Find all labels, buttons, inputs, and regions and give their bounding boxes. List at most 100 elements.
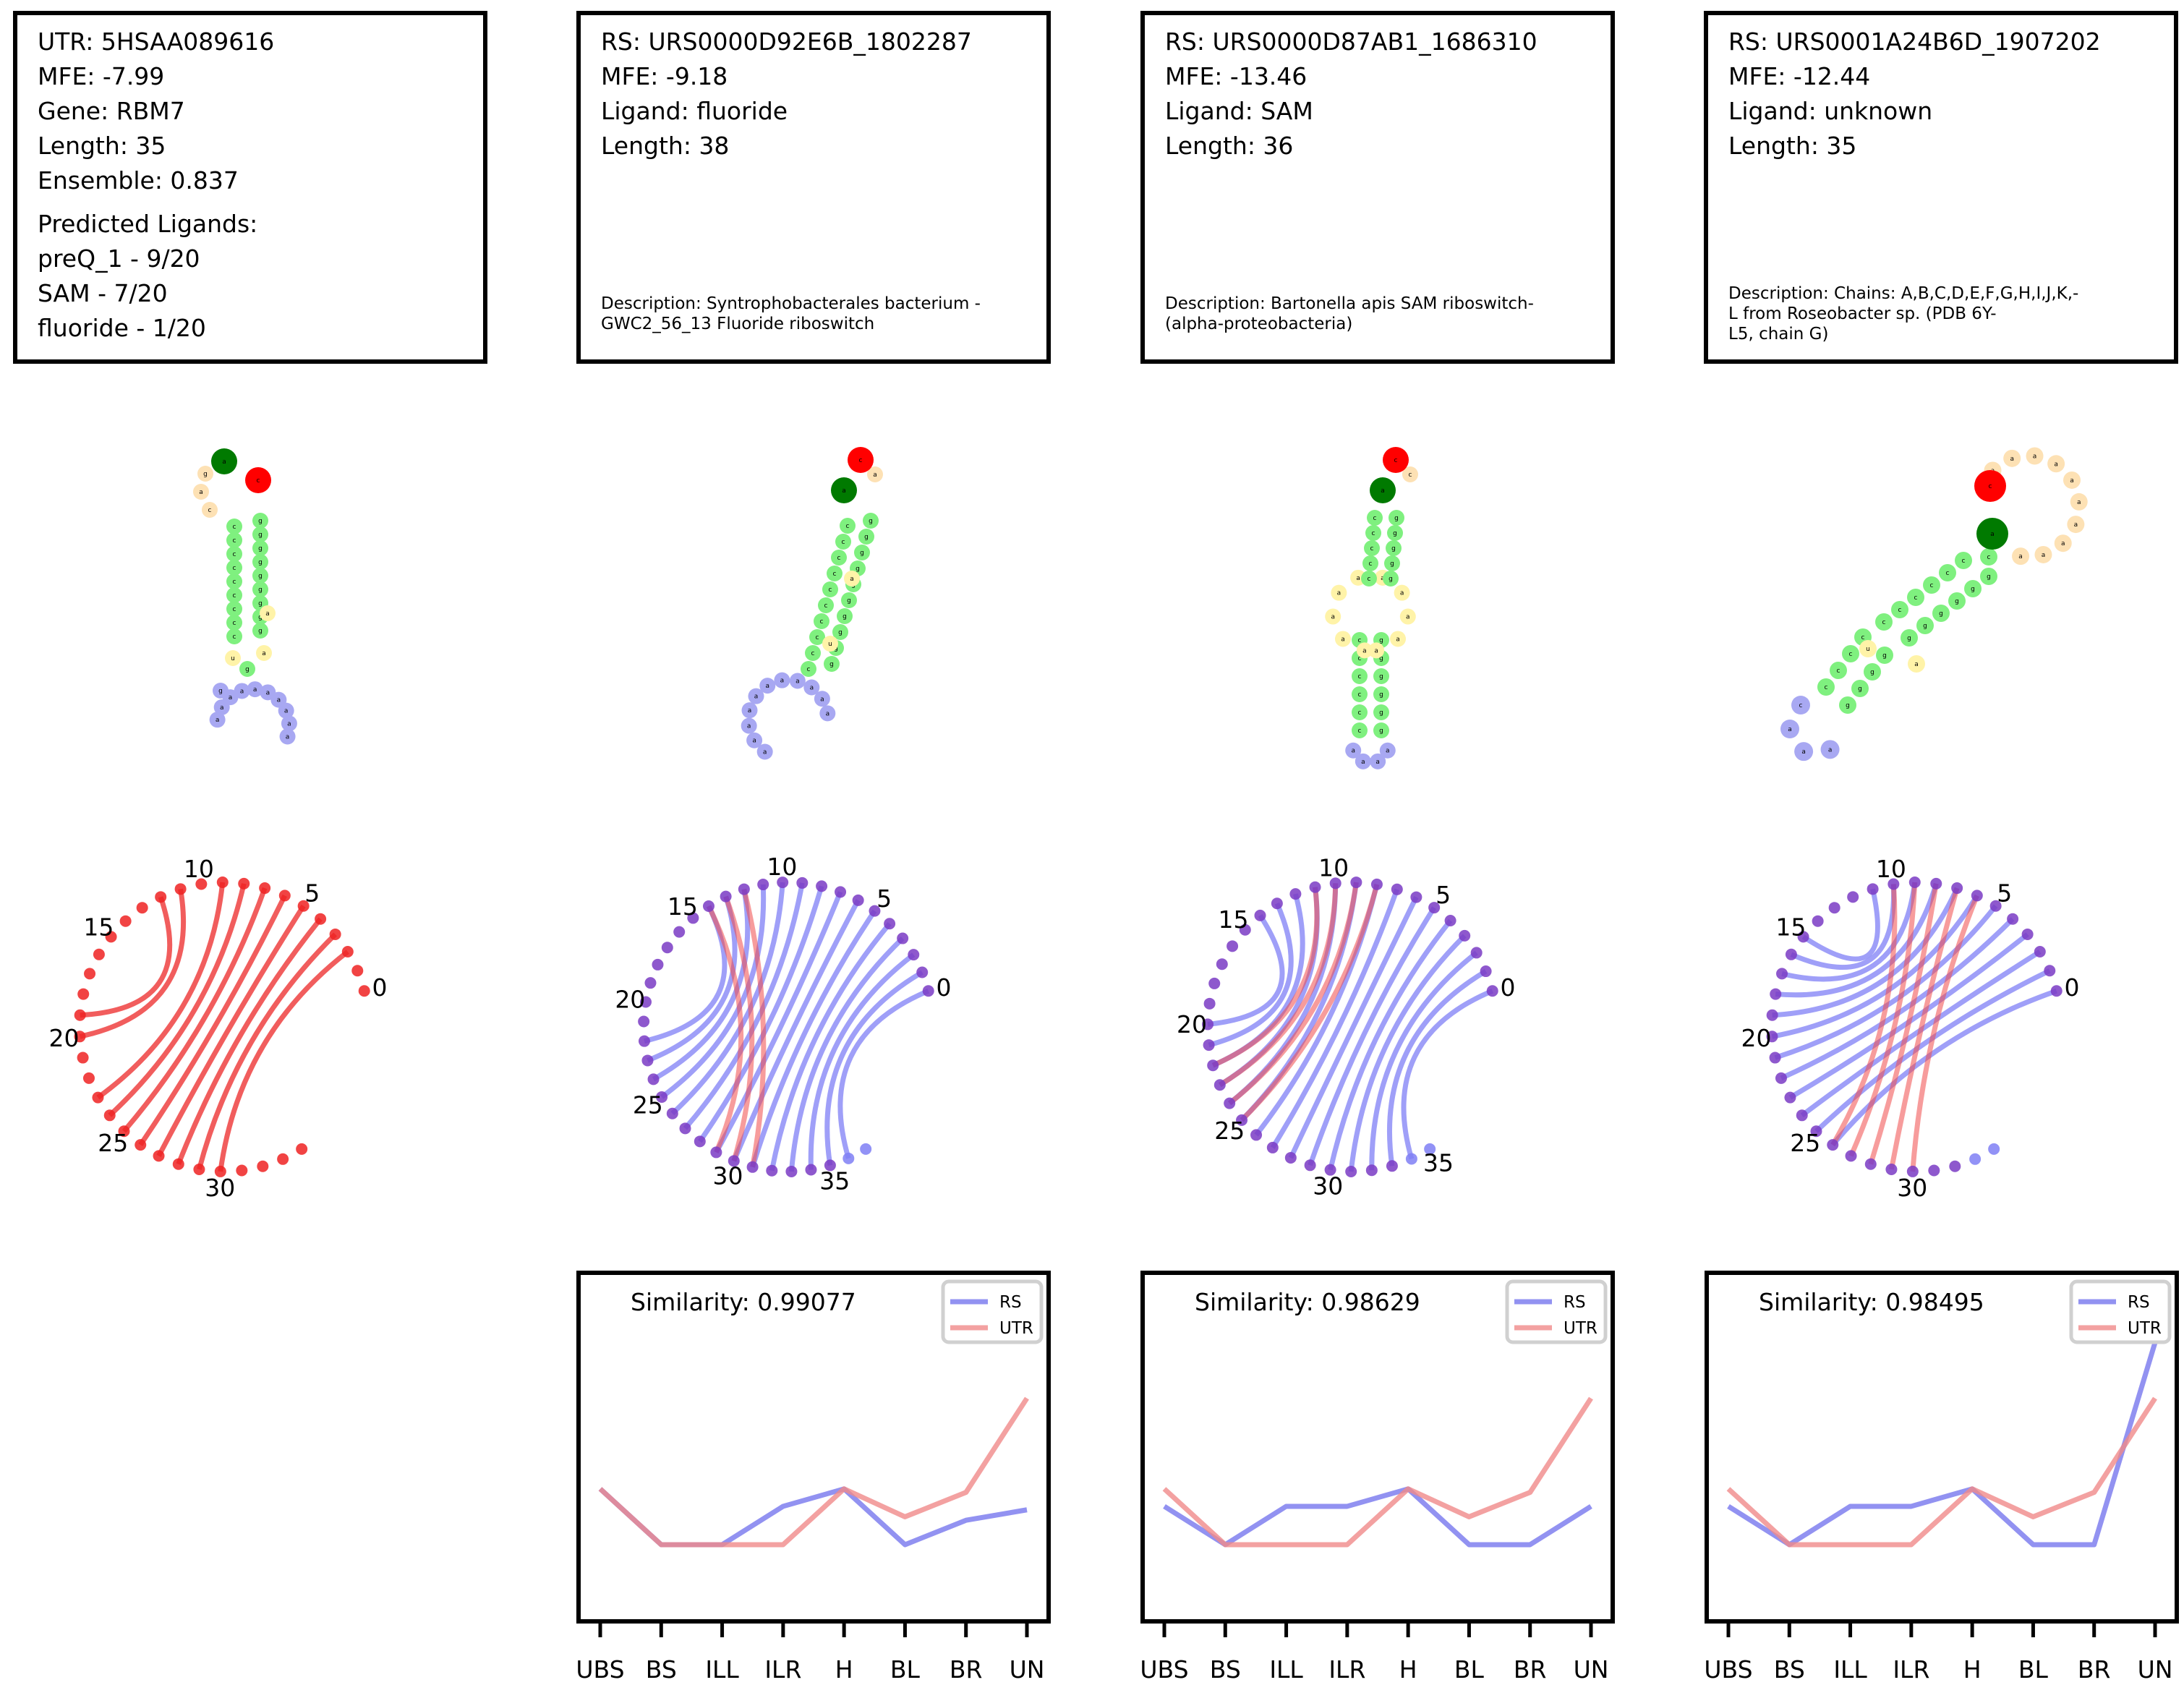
stem-nucleotide xyxy=(827,566,843,581)
base-pair-arc xyxy=(714,891,843,1154)
arc-position-dot xyxy=(785,1165,798,1177)
arc-position-dot xyxy=(852,894,864,906)
five-prime-end-marker xyxy=(1370,477,1396,503)
nucleotide-letter: c xyxy=(233,620,236,627)
stem-nucleotide xyxy=(824,656,840,672)
info-line: Ligand: unknown xyxy=(1728,97,1933,125)
stem-nucleotide xyxy=(1964,580,1982,597)
nucleotide-letter: c xyxy=(1372,530,1375,537)
nucleotide-letter: g xyxy=(258,600,263,607)
arc-position-dot xyxy=(1908,876,1921,889)
stem-nucleotide xyxy=(226,546,242,562)
loop-nucleotide xyxy=(1355,753,1371,769)
arc-position-dot xyxy=(1350,876,1362,889)
base-pair-arc xyxy=(1208,902,1294,1048)
nucleotide-letter: a xyxy=(2061,540,2065,547)
arc-position-dot xyxy=(74,1009,86,1021)
nucleotide-letter: a xyxy=(1396,636,1400,643)
hairpin-nucleotide xyxy=(197,466,213,482)
arc-tick-label: 30 xyxy=(205,1174,235,1202)
arc-tick-label: 30 xyxy=(1897,1174,1927,1202)
base-pair-arc xyxy=(1240,884,1380,1122)
stem-nucleotide xyxy=(1901,629,1918,647)
bulge-nucleotide xyxy=(822,636,838,652)
info-line: Length: 35 xyxy=(38,132,166,160)
nucleotide-letter: c xyxy=(257,477,260,485)
description-line: L from Roseobacter sp. (PDB 6Y- xyxy=(1728,304,1997,323)
base-pair-arc xyxy=(1775,882,1939,998)
x-tick-label: UBS xyxy=(576,1655,624,1684)
arc-position-dot xyxy=(1207,1059,1219,1072)
nucleotide-letter: g xyxy=(1390,560,1394,568)
nucleotide-letter: a xyxy=(1801,748,1806,756)
arc-position-dot xyxy=(746,1161,759,1173)
arc-position-dot xyxy=(2044,965,2056,977)
nucleotide-letter: c xyxy=(811,650,815,657)
series-line-utr xyxy=(1162,1396,1593,1548)
nucleotide-letter: c xyxy=(233,551,236,558)
arc-tick-label: 0 xyxy=(937,973,952,1002)
arc-position-dot xyxy=(647,1073,660,1085)
nucleotide-letter: g xyxy=(1379,709,1383,717)
arc-position-dot xyxy=(1284,1151,1297,1164)
nucleotide-letter: a xyxy=(222,458,226,466)
nucleotide-letter: g xyxy=(1391,545,1396,553)
base-pair-arc xyxy=(1830,988,2057,1147)
arc-position-dot xyxy=(1271,897,1283,910)
nucleotide-letter: g xyxy=(1394,515,1399,522)
nucleotide-letter: c xyxy=(829,586,832,594)
nucleotide-letter: a xyxy=(766,683,770,690)
arc-position-dot xyxy=(1810,1125,1822,1138)
nucleotide-letter: a xyxy=(1375,759,1380,766)
stem-nucleotide xyxy=(822,581,838,597)
arc-position-dot xyxy=(1309,881,1321,893)
stem-nucleotide xyxy=(226,573,242,589)
arc-tick-label: 10 xyxy=(767,853,797,881)
arc-position-dot xyxy=(1951,882,1963,895)
nucleotide-letter: a xyxy=(287,720,291,728)
bulge-nucleotide xyxy=(260,605,276,621)
loop-nucleotide xyxy=(1780,720,1799,738)
stem-nucleotide xyxy=(1384,555,1400,571)
profile-chart-2: UBS BS ILL ILR H BL BR UN Similarity: 0.98629 RS U… xyxy=(1140,1271,1615,1684)
nucleotide-letter: u xyxy=(1866,646,1870,653)
nucleotide-letter: a xyxy=(284,708,289,715)
base-pair-arc xyxy=(731,899,861,1162)
nucleotide-letter: a xyxy=(1386,748,1390,755)
nucleotide-letter: g xyxy=(1858,686,1862,693)
arc-position-dot xyxy=(1428,902,1441,914)
stem-nucleotide xyxy=(1916,617,1934,634)
base-pair-arc xyxy=(1207,914,1285,1027)
stem-nucleotide xyxy=(1386,540,1402,556)
loop-nucleotide xyxy=(774,672,790,688)
arc-position-dot xyxy=(236,1164,248,1177)
arc-position-dot xyxy=(1224,1097,1236,1109)
stem-nucleotide xyxy=(1352,704,1368,720)
arc-position-dot xyxy=(238,877,250,890)
nucleotide-letter: a xyxy=(826,710,830,717)
loop-nucleotide xyxy=(234,683,250,699)
arc-position-dot xyxy=(329,928,341,940)
arc-position-dot xyxy=(638,1035,650,1047)
arc-position-dot xyxy=(1202,1018,1214,1031)
stem-nucleotide xyxy=(863,513,879,529)
base-pair-arc xyxy=(218,950,349,1172)
arc-position-dot xyxy=(1480,965,1492,978)
arc-position-dot xyxy=(1370,878,1383,890)
base-pair-arc xyxy=(1288,896,1419,1159)
bulge-nucleotide xyxy=(1908,655,1925,673)
nucleotide-letter: a xyxy=(1381,575,1385,582)
x-tick-label: UN xyxy=(1574,1655,1609,1684)
base-pair-arc xyxy=(1910,895,1980,1172)
nucleotide-letter: g xyxy=(1870,669,1874,676)
nucleotide-letter: g xyxy=(1846,702,1850,709)
nucleotide-letter: g xyxy=(1971,586,1975,593)
profile-chart-1: UBS BS ILL ILR H BL BR UN Similarity: 0.99077 RS U… xyxy=(576,1271,1051,1684)
stem-nucleotide xyxy=(841,592,857,608)
x-tick-label: BL xyxy=(890,1655,921,1684)
nucleotide-letter: c xyxy=(1898,607,1902,614)
description-line: GWC2_56_13 Fluoride riboswitch xyxy=(601,315,875,333)
arc-position-dot xyxy=(358,985,370,997)
base-pair-arc xyxy=(1772,887,1960,1018)
arc-position-dot xyxy=(1203,1039,1215,1051)
